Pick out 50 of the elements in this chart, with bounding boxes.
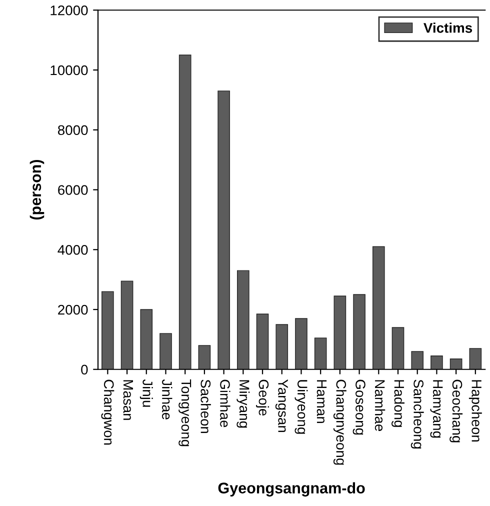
bar (392, 327, 404, 370)
bar (140, 309, 153, 370)
x-tick-label: Hadong (392, 380, 404, 427)
x-tick-label: Miryang (236, 380, 250, 428)
bar (353, 294, 366, 370)
y-tick-label: 12000 (50, 5, 88, 16)
x-tick-label: Namhae (374, 380, 386, 431)
bar (372, 246, 385, 370)
bar (469, 348, 482, 370)
x-tick-label: Geoje (256, 380, 269, 416)
x-axis-title: Gyeongsangnam-do (218, 482, 365, 497)
x-tick-label: Uiryeong (294, 380, 308, 434)
x-tick-label: Hamyang (430, 380, 443, 438)
x-tick-label: Changwon (101, 380, 114, 445)
bar (218, 90, 230, 370)
x-tick-label: Goseong (352, 380, 366, 435)
bar (334, 296, 346, 370)
y-tick-label: 2000 (58, 304, 88, 315)
y-axis-title: (person) (30, 160, 44, 220)
x-tick-label: Tongyeong (178, 379, 192, 446)
y-tick-label: 8000 (58, 125, 88, 136)
x-tick-label: Jinhae (162, 379, 172, 420)
x-tick-label: Geochang (450, 380, 463, 442)
bar (314, 338, 327, 370)
bar (276, 324, 288, 370)
bar (450, 358, 462, 370)
y-tick-label: 6000 (58, 185, 88, 195)
x-tick-label: Sacheon (200, 380, 211, 434)
x-tick-label: Yangsan (275, 379, 288, 432)
bar (120, 280, 134, 370)
bar (256, 314, 269, 370)
x-tick-label: Haman (316, 380, 327, 423)
x-tick-label: Jinju (140, 379, 153, 407)
x-tick-label: Hapcheon (468, 380, 482, 442)
legend-label: Victims (424, 22, 472, 33)
bar (430, 356, 443, 370)
bar (411, 351, 424, 370)
y-tick-label: 10000 (50, 65, 88, 76)
bar (198, 345, 211, 370)
bar (160, 333, 172, 370)
bar (237, 270, 250, 370)
bar (295, 318, 308, 370)
x-tick-label: Masan (123, 380, 133, 420)
x-tick-label: Sancheong (410, 380, 424, 448)
y-tick-label: 0 (81, 364, 88, 375)
y-tick-label: 4000 (58, 244, 88, 255)
x-tick-label: Changnyeong (333, 380, 346, 465)
bar (102, 291, 114, 370)
bar (178, 54, 192, 370)
x-tick-label: Gimhae (220, 380, 230, 428)
